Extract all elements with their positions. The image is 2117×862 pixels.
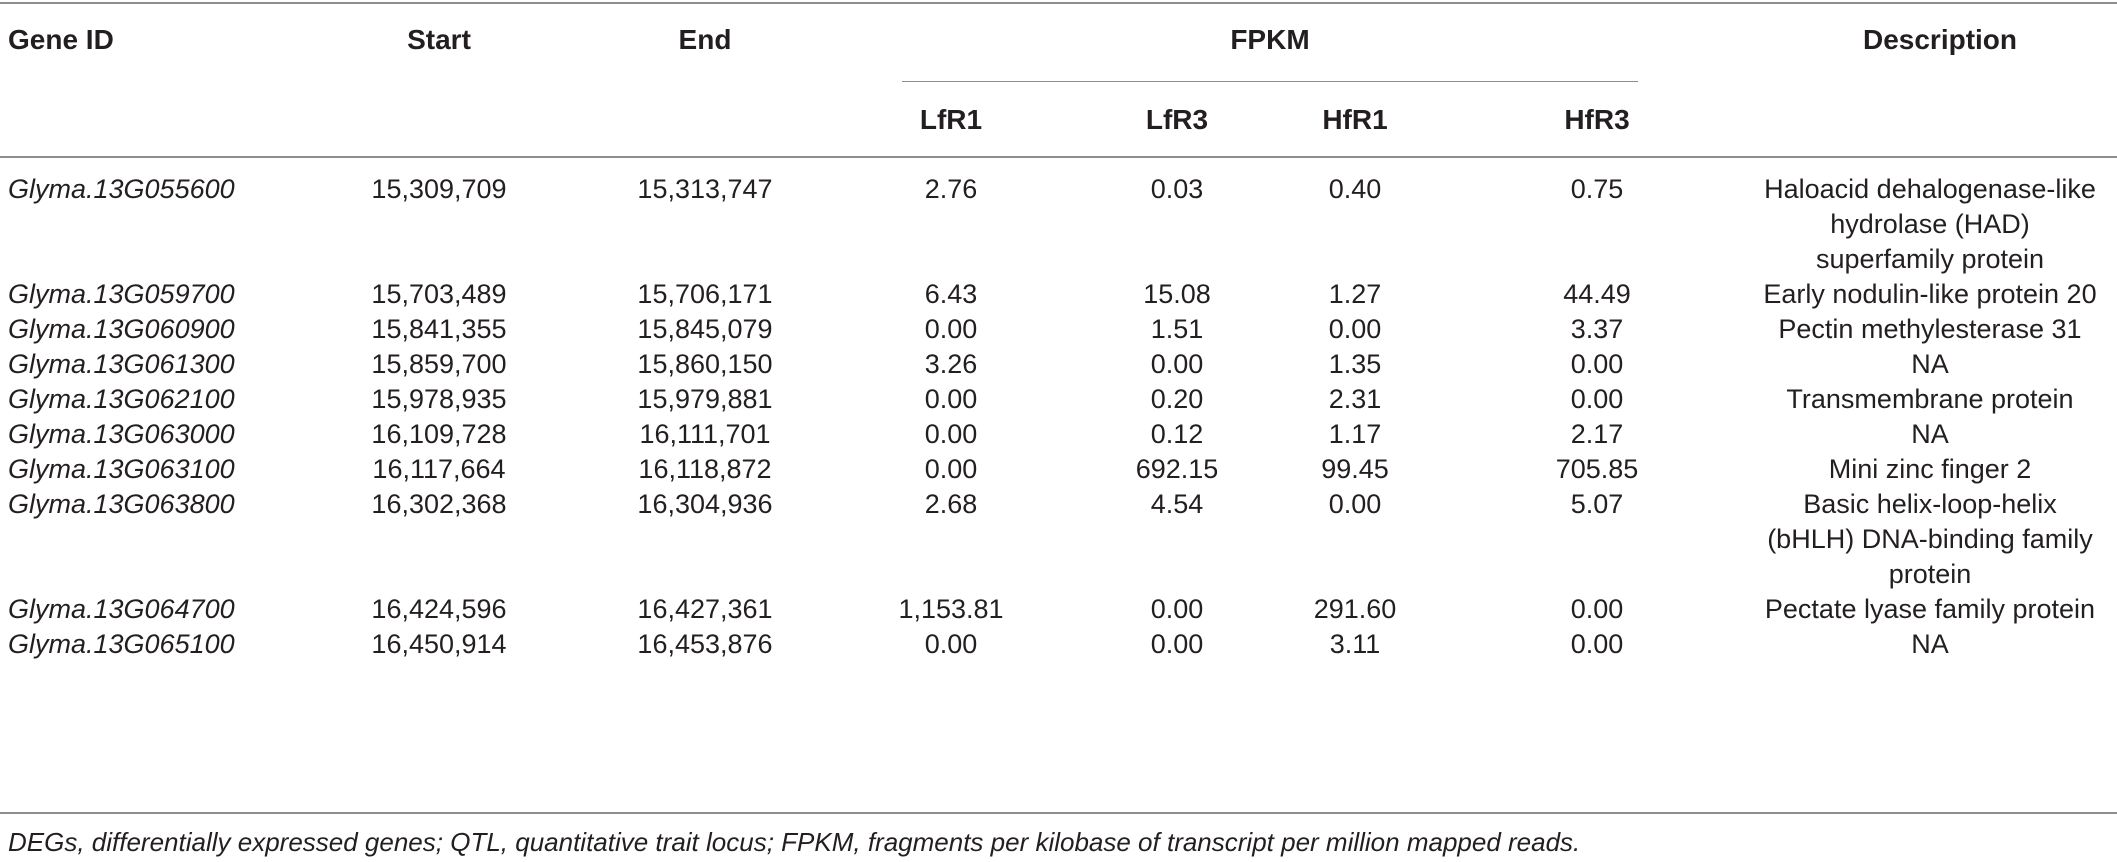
table-bottom-rule: [0, 812, 2117, 814]
table-footnote: DEGs, differentially expressed genes; QT…: [8, 827, 1581, 857]
cell-hfr1: 1.35: [1328, 349, 1382, 379]
cell-hfr3: 705.85: [1555, 454, 1639, 484]
header-start: Start: [407, 24, 471, 55]
cell-end: 15,845,079: [637, 314, 773, 344]
header-gene-id: Gene ID: [8, 24, 114, 55]
cell-hfr3: 0.00: [1570, 384, 1624, 414]
cell-lfr3: 1.51: [1150, 314, 1204, 344]
cell-description-line: NA: [1911, 419, 1949, 449]
cell-gene-id: Glyma.13G055600: [8, 174, 235, 204]
cell-description-line: Basic helix-loop-helix: [1803, 489, 2057, 519]
cell-description-line: NA: [1911, 349, 1949, 379]
cell-start: 16,302,368: [371, 489, 507, 519]
cell-description-line: Pectate lyase family protein: [1764, 594, 2096, 624]
cell-end: 16,111,701: [639, 419, 771, 449]
cell-lfr3: 0.00: [1150, 594, 1204, 624]
cell-end: 16,453,876: [637, 629, 773, 659]
cell-description-line: hydrolase (HAD): [1830, 209, 2030, 239]
cell-hfr3: 5.07: [1570, 489, 1624, 519]
cell-lfr1: 2.68: [924, 489, 978, 519]
cell-description-line: NA: [1911, 629, 1949, 659]
fpkm-rule: [902, 81, 1638, 82]
cell-start: 16,424,596: [371, 594, 507, 624]
cell-hfr1: 1.27: [1328, 279, 1382, 309]
cell-gene-id: Glyma.13G062100: [8, 384, 235, 414]
cell-hfr1: 2.31: [1328, 384, 1382, 414]
cell-description-line: Mini zinc finger 2: [1828, 454, 2032, 484]
cell-gene-id: Glyma.13G063000: [8, 419, 235, 449]
cell-start: 15,841,355: [371, 314, 507, 344]
cell-lfr1: 0.00: [924, 419, 978, 449]
header-fpkm: FPKM: [1230, 24, 1310, 55]
cell-hfr3: 0.00: [1570, 594, 1624, 624]
cell-lfr1: 0.00: [924, 384, 978, 414]
cell-hfr3: 44.49: [1563, 279, 1631, 309]
cell-start: 15,309,709: [371, 174, 507, 204]
cell-lfr1: 0.00: [924, 314, 978, 344]
cell-lfr1: 0.00: [924, 454, 978, 484]
header-lfr1: LfR1: [919, 104, 983, 135]
cell-lfr3: 0.12: [1150, 419, 1204, 449]
cell-hfr1: 0.00: [1328, 489, 1382, 519]
cell-hfr1: 291.60: [1313, 594, 1397, 624]
cell-hfr3: 3.37: [1570, 314, 1624, 344]
cell-lfr1: 3.26: [924, 349, 978, 379]
cell-lfr1: 1,153.81: [898, 594, 1004, 624]
header-description: Description: [1862, 24, 2018, 55]
cell-description-line: (bHLH) DNA-binding family: [1767, 524, 2093, 554]
cell-hfr1: 0.00: [1328, 314, 1382, 344]
cell-lfr3: 0.20: [1150, 384, 1204, 414]
cell-start: 15,978,935: [371, 384, 507, 414]
cell-end: 15,979,881: [637, 384, 773, 414]
cell-start: 16,450,914: [371, 629, 507, 659]
cell-hfr3: 0.00: [1570, 629, 1624, 659]
cell-hfr1: 0.40: [1328, 174, 1382, 204]
cell-gene-id: Glyma.13G063100: [8, 454, 235, 484]
cell-description-line: Pectin methylesterase 31: [1778, 314, 2082, 344]
top-rule: [0, 2, 2117, 4]
cell-start: 15,859,700: [371, 349, 507, 379]
cell-hfr1: 99.45: [1321, 454, 1389, 484]
cell-start: 15,703,489: [371, 279, 507, 309]
cell-hfr1: 1.17: [1328, 419, 1382, 449]
cell-gene-id: Glyma.13G059700: [8, 279, 235, 309]
cell-end: 15,860,150: [637, 349, 773, 379]
header-hfr1: HfR1: [1322, 104, 1388, 135]
cell-description-line: Transmembrane protein: [1786, 384, 2074, 414]
cell-end: 15,706,171: [637, 279, 773, 309]
cell-description-line: superfamily protein: [1815, 244, 2045, 274]
cell-hfr3: 0.75: [1570, 174, 1624, 204]
cell-gene-id: Glyma.13G063800: [8, 489, 235, 519]
cell-end: 16,304,936: [637, 489, 773, 519]
cell-gene-id: Glyma.13G064700: [8, 594, 235, 624]
cell-lfr3: 15.08: [1143, 279, 1211, 309]
header-hfr3: HfR3: [1564, 104, 1630, 135]
cell-hfr1: 3.11: [1329, 629, 1381, 659]
header-lfr3: LfR3: [1145, 104, 1209, 135]
cell-start: 16,109,728: [371, 419, 507, 449]
cell-gene-id: Glyma.13G065100: [8, 629, 235, 659]
cell-end: 16,427,361: [637, 594, 773, 624]
cell-hfr3: 0.00: [1570, 349, 1624, 379]
cell-gene-id: Glyma.13G060900: [8, 314, 235, 344]
cell-lfr1: 6.43: [924, 279, 978, 309]
cell-lfr3: 0.00: [1150, 629, 1204, 659]
cell-lfr1: 2.76: [924, 174, 978, 204]
cell-description-line: protein: [1888, 559, 1972, 589]
header-bottom-rule: [0, 156, 2117, 158]
cell-lfr3: 0.00: [1150, 349, 1204, 379]
cell-description-line: Early nodulin-like protein 20: [1763, 279, 2097, 309]
cell-start: 16,117,664: [372, 454, 506, 484]
cell-lfr1: 0.00: [924, 629, 978, 659]
cell-end: 16,118,872: [638, 454, 772, 484]
cell-lfr3: 692.15: [1135, 454, 1219, 484]
cell-hfr3: 2.17: [1570, 419, 1624, 449]
header-end: End: [678, 24, 732, 55]
cell-lfr3: 4.54: [1150, 489, 1204, 519]
cell-description-line: Haloacid dehalogenase-like: [1764, 174, 2096, 204]
cell-end: 15,313,747: [637, 174, 773, 204]
cell-gene-id: Glyma.13G061300: [8, 349, 235, 379]
cell-lfr3: 0.03: [1150, 174, 1204, 204]
